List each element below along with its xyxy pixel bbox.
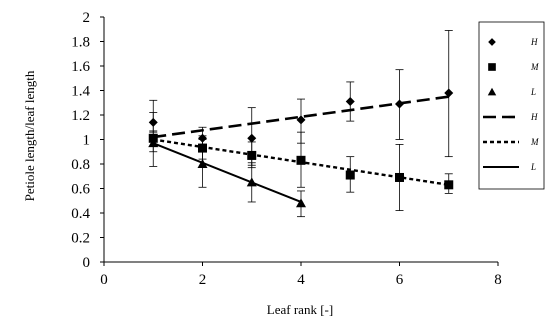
y-tick-label: 1 bbox=[83, 133, 91, 149]
y-axis-title: Petiole length/leaf length bbox=[22, 70, 37, 201]
legend-marker-m bbox=[488, 63, 496, 71]
x-tick-label: 8 bbox=[494, 272, 502, 288]
legend-label-h: H bbox=[530, 112, 538, 122]
legend-label-m: M bbox=[530, 137, 539, 147]
x-tick-label: 6 bbox=[396, 272, 404, 288]
legend: H M L H M L bbox=[479, 22, 544, 189]
y-tick-label: 0 bbox=[83, 255, 91, 271]
y-tick-label: 1.2 bbox=[71, 108, 90, 124]
axes: 0 0.2 0.4 0.6 0.8 1 1.2 1.4 1.6 1.8 2 0 2 4 6 8 bbox=[71, 10, 502, 288]
data-point-m bbox=[444, 180, 453, 189]
data-point-h bbox=[395, 99, 404, 108]
data-point-m bbox=[297, 156, 306, 165]
data-point-h bbox=[346, 97, 355, 106]
legend-label-l: L bbox=[530, 162, 536, 172]
legend-label-m: M bbox=[530, 62, 539, 72]
x-tick-label: 4 bbox=[297, 272, 305, 288]
legend-label-l: L bbox=[530, 87, 536, 97]
y-tick-label: 0.2 bbox=[71, 231, 90, 247]
y-tick-label: 1.8 bbox=[71, 35, 90, 51]
y-tick-label: 1.6 bbox=[71, 59, 90, 75]
data-point-h bbox=[247, 134, 256, 143]
y-tick-label: 2 bbox=[83, 10, 91, 26]
plot-area bbox=[148, 30, 453, 216]
x-tick-label: 0 bbox=[100, 272, 108, 288]
data-point-m bbox=[247, 151, 256, 160]
x-axis-title: Leaf rank [-] bbox=[267, 302, 333, 317]
data-point-m bbox=[346, 171, 355, 180]
legend-label-h: H bbox=[530, 37, 538, 47]
x-tick-label: 2 bbox=[199, 272, 207, 288]
data-point-m bbox=[395, 173, 404, 182]
y-tick-label: 1.4 bbox=[71, 84, 90, 100]
y-tick-label: 0.6 bbox=[71, 182, 90, 198]
y-tick-label: 0.4 bbox=[71, 206, 90, 222]
y-tick-label: 0.8 bbox=[71, 157, 90, 173]
fit-line-l bbox=[153, 143, 301, 202]
